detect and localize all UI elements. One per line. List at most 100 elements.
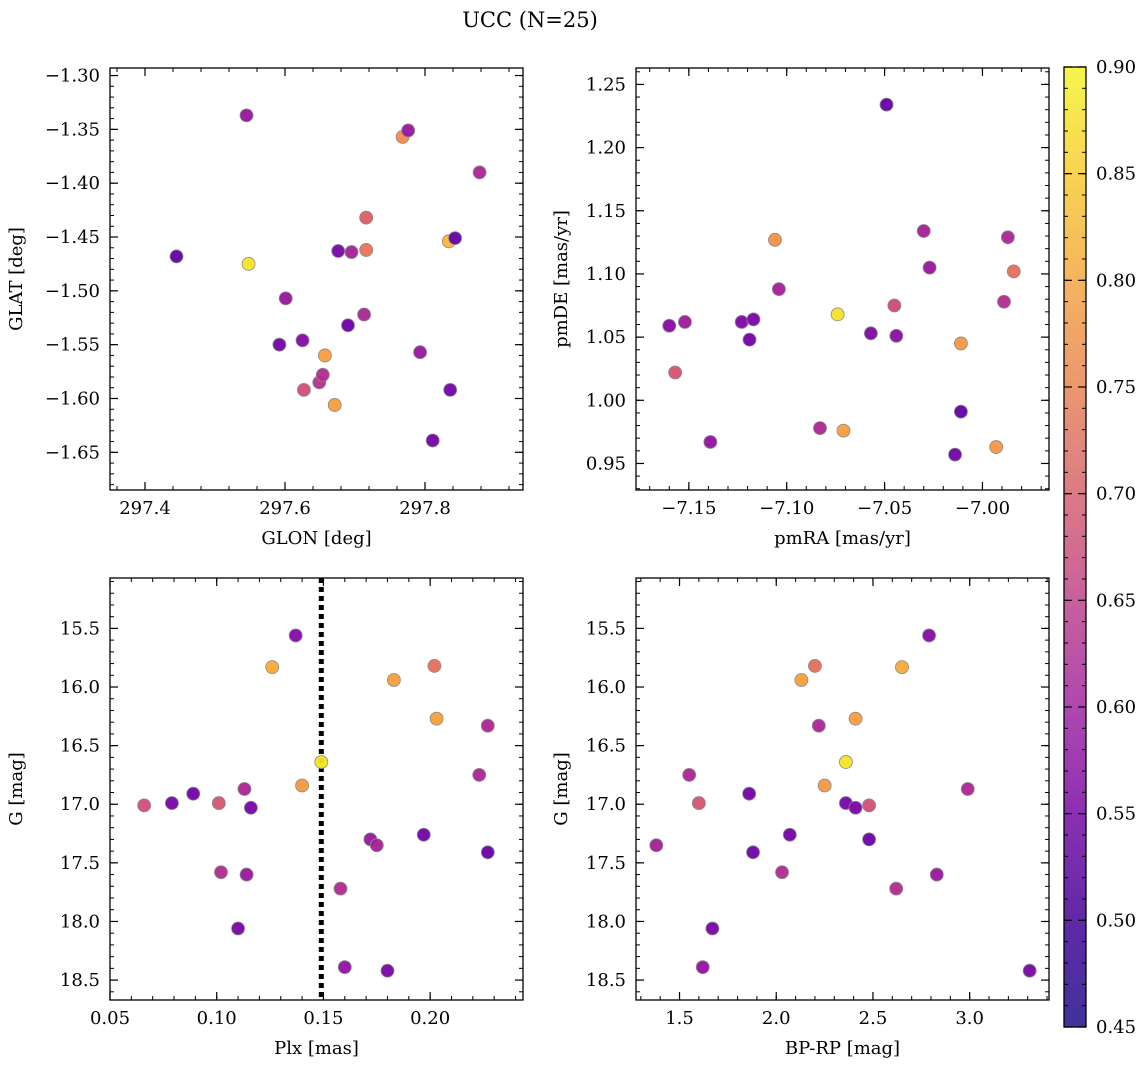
x-tick-label: 0.05: [90, 1008, 130, 1029]
y-tick-label: 17.0: [60, 794, 100, 815]
panel-glon-glat: 297.4 297.6 297.8 −1.30 −1.35 −1.40 −1.45 −1.50…: [6, 66, 524, 549]
scatter-point: [337, 960, 352, 975]
scatter-point: [830, 307, 845, 322]
scatter-point: [695, 960, 710, 975]
y-axis-label: pmDE [mas/yr]: [551, 210, 572, 348]
scatter-point: [746, 845, 760, 860]
scatter-point: [775, 865, 789, 880]
x-axis-label: BP-RP [mag]: [785, 1038, 900, 1059]
colorbar-tick-label: 0.80: [1096, 270, 1136, 291]
axes-frame: [635, 577, 1050, 1001]
y-tick-label: 18.5: [586, 970, 626, 991]
scatter-point: [682, 768, 697, 782]
y-tick-label: 1.15: [586, 201, 626, 222]
scatter-point: [265, 660, 280, 674]
scatter-point: [691, 796, 706, 810]
scatter-point: [678, 315, 692, 329]
x-tick-label: 2.0: [762, 1008, 791, 1029]
y-tick-label: −1.55: [45, 335, 100, 356]
y-tick-label: 15.5: [586, 618, 626, 639]
y-tick-label: 1.10: [586, 264, 626, 285]
colorbar-tick-label: 0.70: [1096, 484, 1136, 505]
x-tick-label: −7.05: [857, 498, 912, 519]
scatter-point: [922, 628, 936, 643]
scatter-point: [237, 782, 252, 796]
scatter-point: [1000, 230, 1015, 245]
scatter-point: [239, 108, 254, 123]
panel-pmra-pmde: −7.15 −7.10 −7.05 −7.00 0.95 1.00 1.05 1.10 1.15…: [551, 67, 1050, 549]
x-tick-label: 1.5: [665, 1008, 694, 1029]
y-tick-label: 16.5: [60, 736, 100, 757]
y-tick-label: 16.0: [586, 677, 626, 698]
axes-frame: [109, 577, 524, 1001]
y-tick-label: 18.0: [586, 911, 626, 932]
scatter-point: [649, 838, 664, 853]
scatter-point: [164, 796, 179, 810]
scatter-point: [811, 718, 826, 733]
scatter-point: [813, 421, 827, 435]
scatter-point: [359, 243, 374, 257]
x-tick-label: 2.5: [859, 1008, 888, 1029]
x-tick-label: 297.8: [399, 498, 451, 519]
x-tick-label: 0.10: [197, 1008, 237, 1029]
scatter-point: [887, 298, 902, 313]
y-tick-label: −1.30: [45, 66, 100, 87]
x-axis-label: pmRA [mas/yr]: [774, 528, 911, 549]
y-tick-label: −1.50: [45, 281, 100, 302]
panel-plx-g: 0.05 0.10 0.15 0.20 15.5 16.0 16.5 17.0 17.5 18.0…: [6, 577, 524, 1059]
scatter-point: [137, 798, 152, 813]
scatter-point: [662, 318, 677, 333]
scatter-point: [278, 291, 293, 306]
scatter-point: [448, 231, 463, 245]
scatter-point: [288, 628, 303, 643]
scatter-point: [401, 123, 416, 138]
scatter-point: [808, 659, 822, 673]
scatter-point: [954, 336, 968, 351]
y-tick-label: −1.65: [45, 442, 100, 463]
scatter-point: [889, 881, 904, 896]
scatter-point: [838, 755, 853, 769]
x-axis-label: Plx [mas]: [274, 1038, 359, 1059]
scatter-point: [243, 800, 258, 815]
scatter-point: [703, 435, 718, 449]
scatter-point: [734, 315, 749, 329]
scatter-point: [668, 365, 683, 380]
scatter-point: [480, 845, 495, 860]
scatter-point: [344, 245, 359, 259]
colorbar-tick-label: 0.65: [1096, 590, 1136, 611]
scatter-point: [214, 865, 228, 880]
y-tick-label: 16.0: [60, 677, 100, 698]
colorbar-frame: [1063, 66, 1087, 1028]
y-tick-label: 18.0: [60, 911, 100, 932]
scatter-point: [231, 921, 245, 936]
scatter-point: [295, 333, 310, 348]
scatter-point: [416, 827, 431, 842]
colorbar-tick-label: 0.55: [1096, 804, 1136, 825]
scatter-point: [211, 796, 226, 810]
scatter-point: [386, 673, 401, 687]
scatter-point: [960, 782, 975, 796]
y-tick-label: 17.0: [586, 794, 626, 815]
colorbar-gradient: [1064, 67, 1086, 1027]
scatter-point: [954, 404, 968, 419]
y-tick-label: 15.5: [60, 618, 100, 639]
y-tick-label: 0.95: [586, 453, 626, 474]
scatter-point: [472, 768, 487, 782]
scatter-point: [848, 800, 863, 815]
scatter-point: [314, 755, 329, 769]
axes-frame: [109, 67, 524, 491]
scatter-point: [429, 711, 444, 726]
y-tick-label: 1.20: [586, 138, 626, 159]
colorbar-tick-label: 0.85: [1096, 164, 1136, 185]
scatter-point: [768, 232, 782, 247]
scatter-point: [443, 382, 458, 397]
scatter-point: [317, 348, 332, 363]
x-tick-label: −7.10: [759, 498, 814, 519]
y-axis-label: GLAT [deg]: [6, 227, 27, 331]
scatter-point: [380, 963, 395, 978]
y-tick-label: 16.5: [586, 736, 626, 757]
x-tick-label: 3.0: [955, 1008, 984, 1029]
y-tick-label: 1.00: [586, 390, 626, 411]
scatter-point: [922, 260, 937, 275]
